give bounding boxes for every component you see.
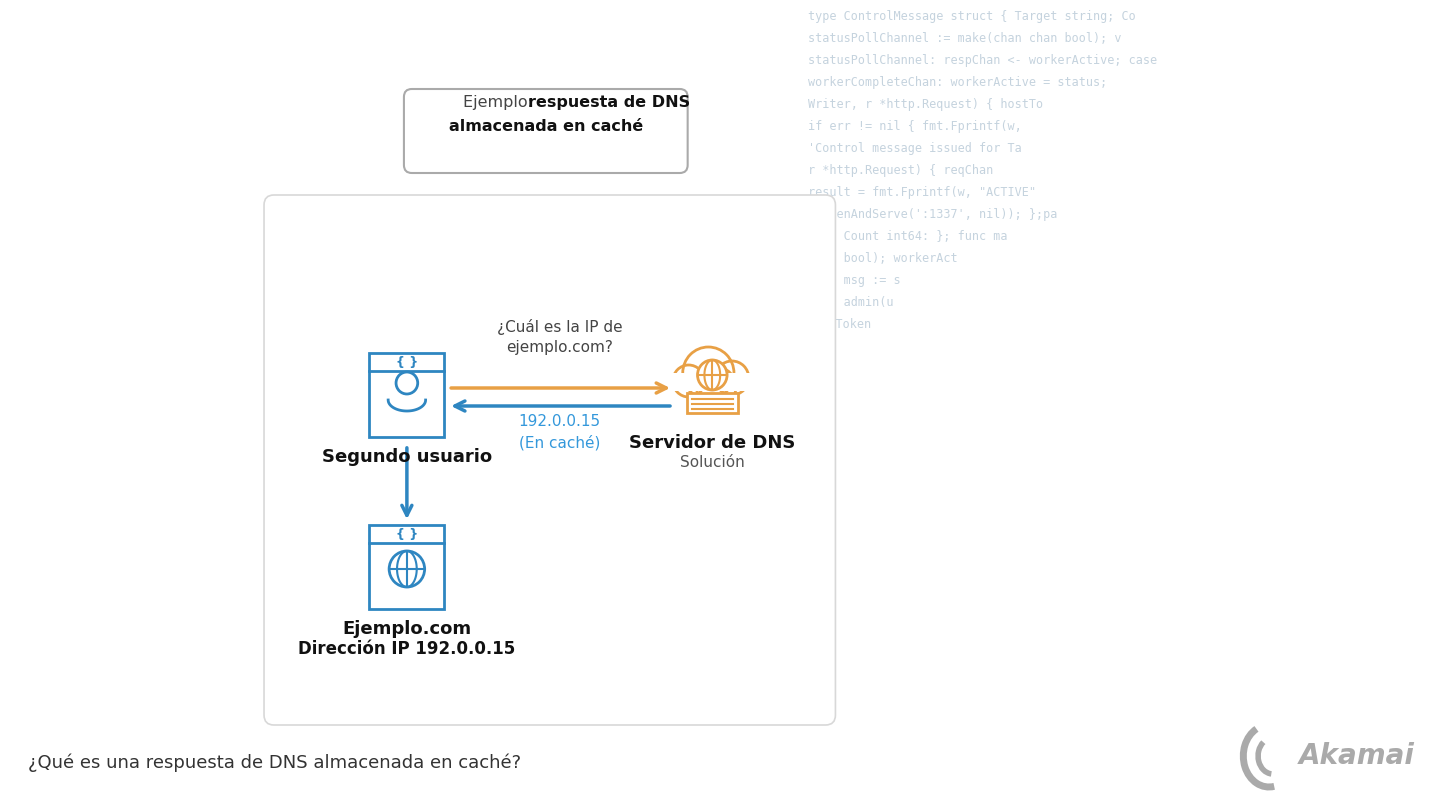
Text: { }: { } [396, 528, 418, 541]
Circle shape [697, 367, 736, 407]
FancyBboxPatch shape [671, 373, 753, 391]
Text: 192.0.0.15
(En caché): 192.0.0.15 (En caché) [518, 414, 600, 450]
FancyBboxPatch shape [405, 89, 688, 173]
Text: func Count int64: }; func ma: func Count int64: }; func ma [808, 230, 1008, 243]
Text: Ejemplo.com: Ejemplo.com [343, 620, 471, 638]
FancyBboxPatch shape [370, 525, 445, 609]
Text: hostToken: hostToken [808, 318, 873, 331]
Circle shape [716, 361, 749, 395]
Text: Ejemplo:: Ejemplo: [464, 95, 539, 110]
Circle shape [389, 551, 425, 587]
Text: workerCompleteChan: workerActive = status;: workerCompleteChan: workerActive = statu… [808, 76, 1107, 89]
Text: Writer, r *http.Request) { hostTo: Writer, r *http.Request) { hostTo [808, 98, 1043, 111]
Text: func bool); workerAct: func bool); workerAct [808, 252, 958, 265]
Text: respuesta de DNS: respuesta de DNS [528, 95, 690, 110]
Text: Dirección IP 192.0.0.15: Dirección IP 192.0.0.15 [298, 640, 516, 658]
Circle shape [672, 365, 704, 397]
Text: func admin(u: func admin(u [808, 296, 893, 309]
Text: r *http.Request) { reqChan: r *http.Request) { reqChan [808, 164, 994, 177]
FancyBboxPatch shape [687, 393, 737, 413]
Text: ListenAndServe(':1337', nil)); };pa: ListenAndServe(':1337', nil)); };pa [808, 208, 1057, 221]
Text: if err != nil { fmt.Fprintf(w,: if err != nil { fmt.Fprintf(w, [808, 120, 1021, 133]
Text: case msg := s: case msg := s [808, 274, 900, 287]
Text: type ControlMessage struct { Target string; Co: type ControlMessage struct { Target stri… [808, 10, 1136, 23]
Text: 'Control message issued for Ta: 'Control message issued for Ta [808, 142, 1021, 155]
Text: Solución: Solución [680, 455, 744, 470]
Text: ¿Qué es una respuesta de DNS almacenada en caché?: ¿Qué es una respuesta de DNS almacenada … [27, 753, 521, 772]
Circle shape [683, 347, 734, 399]
Text: result = fmt.Fprintf(w, "ACTIVE": result = fmt.Fprintf(w, "ACTIVE" [808, 186, 1035, 199]
Text: { }: { } [396, 356, 418, 369]
Text: Akamai: Akamai [1299, 742, 1414, 770]
Circle shape [697, 360, 727, 390]
Text: almacenada en caché: almacenada en caché [449, 119, 642, 134]
Text: ¿Cuál es la IP de
ejemplo.com?: ¿Cuál es la IP de ejemplo.com? [497, 319, 622, 355]
FancyBboxPatch shape [370, 353, 445, 437]
Text: Servidor de DNS: Servidor de DNS [629, 434, 795, 452]
Text: statusPollChannel := make(chan chan bool); v: statusPollChannel := make(chan chan bool… [808, 32, 1122, 45]
Text: statusPollChannel: respChan <- workerActive; case: statusPollChannel: respChan <- workerAct… [808, 54, 1156, 67]
FancyBboxPatch shape [264, 195, 835, 725]
Text: Segundo usuario: Segundo usuario [321, 448, 492, 466]
